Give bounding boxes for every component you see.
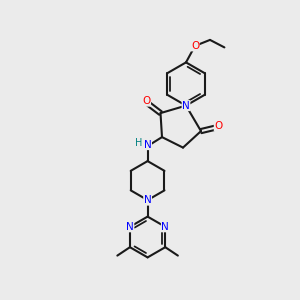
Text: O: O <box>214 121 223 131</box>
Text: N: N <box>144 195 152 205</box>
Text: N: N <box>182 100 190 111</box>
Text: N: N <box>126 222 134 232</box>
Text: N: N <box>144 140 152 150</box>
Text: N: N <box>161 222 169 232</box>
Text: O: O <box>142 96 151 106</box>
Text: O: O <box>191 41 199 51</box>
Text: H: H <box>135 138 142 148</box>
